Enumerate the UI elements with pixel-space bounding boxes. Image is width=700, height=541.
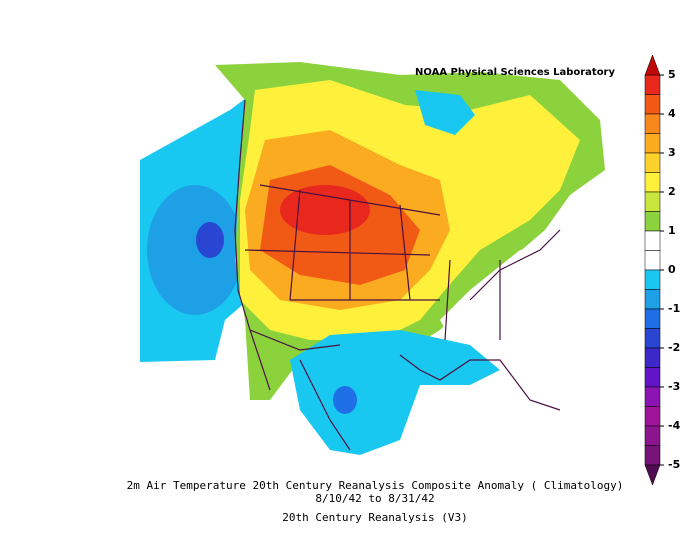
source: 20th Century Reanalysis (V3) <box>282 511 467 524</box>
colorbar-segment <box>644 113 661 134</box>
colorbar-segment <box>644 191 661 212</box>
colorbar-segment <box>644 386 661 407</box>
colorbar-segment <box>644 425 661 446</box>
colorbar-segment <box>644 74 661 95</box>
land-anomaly <box>415 90 475 135</box>
state-boundary <box>244 184 501 351</box>
colorbar-label: 0 <box>668 263 676 276</box>
colorbar-over <box>644 54 661 76</box>
colorbar-label: -1 <box>668 302 680 315</box>
colorbar-label: -2 <box>668 341 680 354</box>
colorbar-segment <box>644 367 661 388</box>
colorbar-segment <box>644 94 661 115</box>
land-anomaly <box>333 386 357 414</box>
ocean-anomaly <box>196 222 224 258</box>
colorbar-label: 2 <box>668 185 676 198</box>
colorbar-segment <box>644 308 661 329</box>
colorbar-segment <box>644 406 661 427</box>
colorbar-under <box>644 464 661 486</box>
colorbar-segment <box>644 347 661 368</box>
colorbar-segment <box>644 250 661 271</box>
colorbar-label: -4 <box>668 419 681 432</box>
colorbar-segment <box>644 328 661 349</box>
colorbar-segment <box>644 269 661 290</box>
colorbar-segment <box>644 172 661 193</box>
colorbar-segment <box>644 133 661 154</box>
colorbar-segment <box>644 152 661 173</box>
colorbar-segment <box>644 211 661 232</box>
credit: NOAA Physical Sciences Laboratory <box>415 67 616 78</box>
land-anomaly <box>290 330 500 455</box>
colorbar-segment <box>644 445 661 466</box>
colorbar-segment <box>644 230 661 251</box>
coastline <box>234 99 561 451</box>
land-anomaly <box>280 185 370 235</box>
colorbar-label: -3 <box>668 380 680 393</box>
colorbar-label: -5 <box>668 458 680 471</box>
dates: 8/10/42 to 8/31/42 <box>315 492 434 505</box>
colorbar-label: 1 <box>668 224 676 237</box>
title: 2m Air Temperature 20th Century Reanalys… <box>127 479 624 492</box>
colorbar: 5 4 3 2 1 0 -1 -2 -3 -4 -5 <box>644 54 681 486</box>
colorbar-label: 4 <box>668 107 676 120</box>
colorbar-segment <box>644 289 661 310</box>
colorbar-label: 5 <box>668 68 676 81</box>
map <box>140 62 605 455</box>
colorbar-label: 3 <box>668 146 676 159</box>
ocean-anomaly <box>147 185 243 315</box>
